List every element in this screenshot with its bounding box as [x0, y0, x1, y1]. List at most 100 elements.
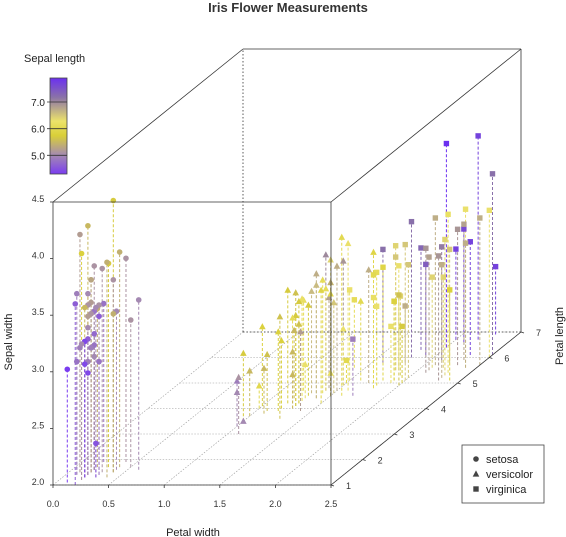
- data-point-setosa: [93, 304, 99, 311]
- data-point-versicolor: [235, 373, 242, 380]
- data-point-virginica: [392, 254, 399, 260]
- colorbar-title: Sepal length: [24, 53, 85, 65]
- data-point-setosa: [135, 297, 142, 303]
- data-point-virginica: [453, 246, 459, 252]
- data-point-virginica: [461, 221, 467, 227]
- data-point-virginica: [370, 294, 377, 301]
- data-point-setosa: [91, 353, 98, 360]
- x-tick-label: 2.5: [325, 499, 338, 509]
- data-point-virginica: [396, 292, 402, 298]
- y-tick-label: 2.0: [32, 477, 45, 487]
- x-tick-label: 2.0: [269, 499, 282, 509]
- data-point-setosa: [72, 301, 79, 307]
- data-point-virginica: [402, 241, 408, 248]
- colorbar-tick-label: 5.0: [31, 151, 45, 162]
- data-point-setosa: [88, 277, 94, 283]
- data-point-versicolor: [240, 349, 247, 356]
- data-point-setosa: [64, 366, 71, 373]
- data-point-versicolor: [289, 314, 296, 321]
- data-point-versicolor: [276, 313, 284, 320]
- data-point-versicolor: [240, 417, 247, 424]
- data-point-virginica: [380, 264, 386, 270]
- data-point-setosa: [100, 300, 107, 307]
- z-tick-label: 7: [536, 328, 541, 338]
- legend-label-setosa: setosa: [486, 454, 519, 466]
- legend-circle-icon: [473, 456, 479, 462]
- floor-gridlines: [52, 331, 522, 486]
- data-point-virginica: [418, 245, 424, 251]
- y-tick-label: 2.5: [32, 420, 45, 430]
- legend-square-icon: [473, 486, 479, 492]
- data-point-setosa: [77, 231, 83, 238]
- data-point-versicolor: [322, 285, 330, 292]
- data-point-virginica: [447, 287, 453, 293]
- x-tick-label: 0.0: [47, 499, 60, 509]
- data-point-setosa: [85, 324, 91, 331]
- data-point-virginica: [475, 133, 481, 139]
- colorbar: Sepal length 5.0 6.0 7.0: [24, 53, 85, 175]
- data-point-setosa: [96, 313, 102, 320]
- data-point-versicolor: [295, 297, 303, 305]
- data-point-versicolor: [322, 251, 330, 258]
- data-point-versicolor: [292, 289, 300, 296]
- z-tick-mark: [520, 331, 525, 334]
- data-point-setosa: [91, 331, 98, 337]
- legend-triangle-icon: [472, 470, 480, 477]
- data-point-virginica: [489, 171, 496, 177]
- data-point-versicolor: [301, 360, 309, 367]
- data-point-versicolor: [305, 301, 312, 308]
- legend: setosa versicolor virginica: [461, 444, 545, 504]
- x-tick-label: 0.5: [102, 499, 115, 509]
- data-point-versicolor: [298, 295, 306, 302]
- colorbar-gradient: [49, 77, 68, 175]
- data-point-virginica: [461, 226, 467, 232]
- data-point-virginica: [408, 218, 415, 225]
- data-point-virginica: [392, 243, 399, 249]
- data-point-virginica: [423, 245, 429, 251]
- data-point-setosa: [73, 290, 80, 297]
- data-point-virginica: [435, 253, 442, 259]
- data-point-setosa: [110, 277, 117, 283]
- data-point-setosa: [110, 310, 117, 317]
- y-tick-label: 4.0: [32, 251, 45, 261]
- data-point-virginica: [454, 226, 461, 233]
- data-point-virginica: [380, 246, 386, 253]
- y-tick-label: 3.5: [32, 307, 45, 317]
- z-tick-mark: [330, 484, 335, 487]
- legend-label-versicolor: versicolor: [486, 469, 533, 481]
- data-point-virginica: [396, 263, 402, 269]
- data-point-setosa: [110, 197, 117, 204]
- z-tick-mark: [362, 459, 366, 461]
- data-point-virginica: [351, 297, 358, 303]
- data-point-versicolor: [289, 348, 296, 355]
- box-edge: [330, 48, 522, 203]
- data-point-versicolor: [330, 299, 338, 306]
- data-point-virginica: [399, 323, 405, 330]
- data-point-virginica: [350, 336, 356, 342]
- data-point-versicolor: [260, 364, 268, 371]
- data-point-versicolor: [365, 266, 373, 273]
- data-point-versicolor: [233, 388, 241, 395]
- x-tick-label: 1.0: [158, 499, 171, 509]
- z-tick-label: 6: [504, 354, 509, 364]
- z-tick-label: 1: [346, 481, 351, 491]
- data-point-virginica: [370, 272, 377, 278]
- colorbar-tick-label: 6.0: [31, 125, 45, 136]
- z-tick-label: 5: [473, 379, 478, 389]
- data-point-virginica: [426, 254, 432, 260]
- data-point-virginica: [462, 206, 469, 212]
- data-point-versicolor: [295, 320, 303, 327]
- data-point-virginica: [445, 211, 451, 218]
- data-point-virginica: [432, 215, 439, 221]
- data-point-virginica: [423, 261, 429, 268]
- axis-ticks: 0.0 0.5 1.0 1.5 2.0 2.5 2.0 2.5 3.0 3.5 4.0 4.5 1 2 3 4…: [32, 194, 541, 509]
- data-point-virginica: [442, 236, 448, 243]
- data-point-virginica: [373, 303, 380, 310]
- data-point-versicolor: [274, 328, 282, 335]
- data-point-setosa: [85, 222, 91, 229]
- data-point-virginica: [346, 287, 353, 293]
- y-axis-label: Sepal width: [3, 314, 15, 371]
- data-points: [64, 133, 499, 447]
- data-point-versicolor: [313, 270, 320, 277]
